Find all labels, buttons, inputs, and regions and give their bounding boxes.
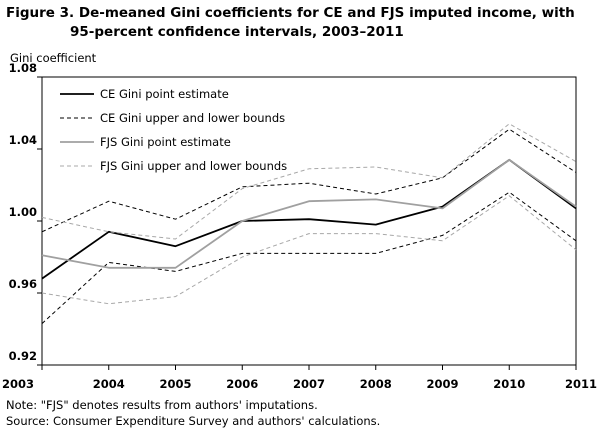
y-tick-label: 1.08 xyxy=(9,61,37,75)
legend-label: CE Gini upper and lower bounds xyxy=(100,111,285,125)
y-axis-label: Gini coefficient xyxy=(10,51,97,65)
source-note: Source: Consumer Expenditure Survey and … xyxy=(6,414,381,428)
y-tick-label: 1.04 xyxy=(9,133,37,147)
series-line-5 xyxy=(41,195,577,305)
series-line-0 xyxy=(41,158,577,280)
series-line-1 xyxy=(41,128,577,233)
series-line-4 xyxy=(41,123,577,240)
figure-title-line-2: 95-percent confidence intervals, 2003–20… xyxy=(70,24,404,40)
legend-label: CE Gini point estimate xyxy=(100,87,229,101)
x-tick-label: 2008 xyxy=(360,377,392,391)
series-line-2 xyxy=(41,191,577,324)
legend: CE Gini point estimate CE Gini upper and … xyxy=(60,87,287,173)
x-tick-label: 2010 xyxy=(493,377,525,391)
y-tick-label: 0.92 xyxy=(9,349,37,363)
figure-title: Figure 3. De-meaned Gini coefficients fo… xyxy=(6,4,575,42)
x-axis: 2003 2004 2005 2006 2007 2008 2009 2010 2011 xyxy=(2,365,597,391)
x-tick-label: 2006 xyxy=(226,377,258,391)
legend-label: FJS Gini upper and lower bounds xyxy=(100,159,287,173)
y-tick-label: 1.00 xyxy=(9,205,37,219)
series-line-3 xyxy=(41,158,577,269)
y-tick-label: 0.96 xyxy=(9,277,37,291)
x-tick-label: 2003 xyxy=(2,377,34,391)
x-tick-label: 2005 xyxy=(159,377,191,391)
x-tick-label: 2007 xyxy=(293,377,325,391)
y-axis: 0.92 0.96 1.00 1.04 1.08 xyxy=(9,61,42,366)
legend-label: FJS Gini point estimate xyxy=(100,135,231,149)
x-tick-label: 2004 xyxy=(93,377,125,391)
figure-title-line-1: Figure 3. De-meaned Gini coefficients fo… xyxy=(6,5,575,21)
x-tick-label: 2011 xyxy=(565,377,597,391)
series-group xyxy=(41,123,577,324)
footnote: Note: "FJS" denotes results from authors… xyxy=(6,398,318,412)
x-tick-label: 2009 xyxy=(426,377,458,391)
